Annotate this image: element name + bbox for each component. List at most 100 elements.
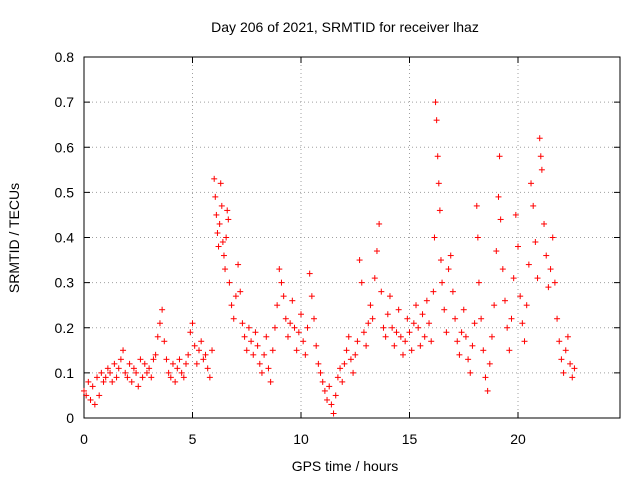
data-point [315, 360, 322, 367]
data-point [87, 396, 94, 403]
y-tick-label: 0.6 [55, 139, 75, 155]
data-point [521, 338, 528, 345]
data-point [378, 288, 385, 295]
data-point [224, 207, 231, 214]
data-point [225, 216, 232, 223]
data-point [237, 288, 244, 295]
data-point [334, 374, 341, 381]
data-point [291, 324, 298, 331]
y-tick-label: 0.8 [55, 49, 75, 65]
data-point [258, 369, 265, 376]
data-point [228, 302, 235, 309]
data-point [226, 279, 233, 286]
data-point [558, 356, 565, 363]
data-point [187, 329, 194, 336]
data-point [284, 333, 291, 340]
data-point [223, 234, 230, 241]
data-point [109, 378, 116, 385]
data-point [150, 356, 157, 363]
data-point [436, 207, 443, 214]
data-point [202, 351, 209, 358]
data-point [386, 293, 393, 300]
axis-ticks [83, 56, 620, 419]
data-point [537, 153, 544, 160]
data-point [350, 369, 357, 376]
data-point [564, 333, 571, 340]
data-point [313, 342, 320, 349]
data-point [180, 374, 187, 381]
y-tick-labels: 0 0.1 0.2 0.3 0.4 0.5 0.6 0.7 0.8 [55, 49, 75, 426]
data-point [525, 261, 532, 268]
data-point [213, 211, 220, 218]
data-point [371, 275, 378, 282]
data-point [532, 239, 539, 246]
data-point [560, 369, 567, 376]
y-tick-label: 0 [66, 410, 74, 426]
data-point [126, 360, 133, 367]
data-point [230, 315, 237, 322]
data-point [391, 342, 398, 349]
data-point [433, 117, 440, 124]
data-point [471, 320, 478, 327]
data-point [523, 302, 530, 309]
data-point [358, 279, 365, 286]
x-tick-label: 0 [80, 431, 88, 447]
data-point [154, 333, 161, 340]
data-point [83, 392, 90, 399]
data-point [267, 378, 274, 385]
data-point [304, 324, 311, 331]
data-point [232, 293, 239, 300]
data-point [538, 166, 545, 173]
data-point [435, 180, 442, 187]
data-point [454, 338, 461, 345]
data-points [81, 99, 578, 417]
data-point [356, 257, 363, 264]
data-point [367, 302, 374, 309]
data-point [365, 320, 372, 327]
data-point [380, 324, 387, 331]
data-point [541, 220, 548, 227]
data-point [415, 324, 422, 331]
data-point [449, 288, 456, 295]
data-point [243, 347, 250, 354]
data-point [534, 275, 541, 282]
data-point [196, 347, 203, 354]
data-point [354, 338, 361, 345]
data-point [98, 369, 105, 376]
data-point [96, 392, 103, 399]
data-point [458, 329, 465, 336]
data-point [161, 338, 168, 345]
data-point [256, 360, 263, 367]
data-point [295, 329, 302, 336]
data-point [510, 275, 517, 282]
data-point [130, 365, 137, 372]
data-point [204, 365, 211, 372]
data-point [139, 374, 146, 381]
data-point [85, 378, 92, 385]
data-point [431, 234, 438, 241]
chart-title: Day 206 of 2021, SRMTID for receiver lha… [211, 19, 479, 35]
data-point [428, 338, 435, 345]
data-point [287, 320, 294, 327]
y-tick-label: 0.4 [55, 230, 75, 246]
data-point [410, 320, 417, 327]
data-point [543, 252, 550, 259]
data-point [528, 180, 535, 187]
data-point [328, 401, 335, 408]
data-point [456, 351, 463, 358]
data-point [280, 293, 287, 300]
data-point [443, 329, 450, 336]
data-point [547, 266, 554, 273]
data-point [115, 365, 122, 372]
data-point [178, 369, 185, 376]
data-point [300, 338, 307, 345]
data-point [432, 99, 439, 106]
data-point [293, 347, 300, 354]
data-point [408, 347, 415, 354]
data-point [252, 329, 259, 336]
data-point [484, 387, 491, 394]
data-point [423, 297, 430, 304]
data-point [497, 216, 504, 223]
data-point [571, 365, 578, 372]
data-point [113, 374, 120, 381]
